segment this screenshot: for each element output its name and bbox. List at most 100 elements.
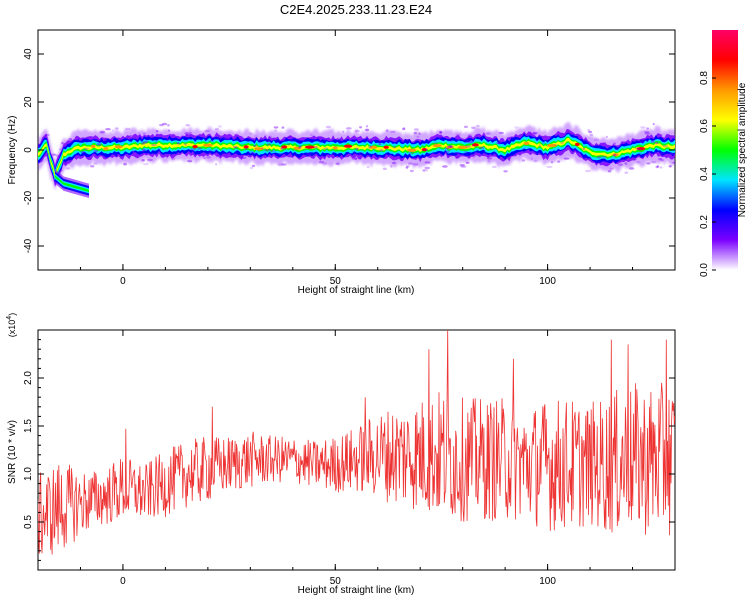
spectrogram-speckle (425, 148, 428, 151)
spectrogram-speckle (202, 156, 207, 160)
spectrogram-speckle (408, 151, 414, 155)
spectrogram-speckle (467, 140, 474, 144)
colorbar-ticks: 0.0 0.2 0.4 0.6 0.8 (699, 71, 716, 277)
spectrogram-speckle (654, 141, 659, 145)
spectrogram-speckle (141, 142, 146, 145)
spectrogram-speckle (538, 144, 542, 147)
spectrogram-speckle (176, 142, 180, 145)
spectrogram-speckle (155, 130, 159, 133)
spectrogram-speckle (365, 128, 370, 132)
spectrogram-speckle (487, 159, 491, 163)
spectrogram-speckle (51, 153, 57, 156)
spectrogram-speckle (460, 165, 467, 168)
spectrogram-speckle (669, 152, 675, 156)
spectrogram-speckle (168, 129, 171, 132)
spectrogram-speckle (471, 155, 476, 158)
spectrogram-speckle (424, 161, 431, 164)
spectrogram-hotspot (472, 143, 479, 147)
spectrogram-speckle (546, 165, 553, 169)
spectrogram-speckle (521, 159, 526, 162)
spectrogram-band (38, 137, 675, 178)
spectrogram-speckle (354, 157, 358, 160)
spectrogram-speckle (167, 124, 170, 127)
spectrogram-speckle (240, 156, 244, 159)
spectrogram-speckle (659, 151, 665, 155)
snr-x-tick-label: 50 (330, 576, 342, 587)
spectrogram-speckle (99, 131, 105, 134)
spectrogram-speckle (392, 161, 396, 165)
spectrogram-speckle (161, 122, 168, 126)
spectrogram-speckle (514, 126, 519, 129)
spectrogram-speckle (413, 131, 417, 135)
spectrogram-speckle (639, 140, 645, 143)
spectrogram-speckle (77, 137, 81, 140)
spectrogram-speckle (281, 163, 287, 166)
spectrogram-speckle (624, 171, 629, 174)
spectrogram-speckle (636, 160, 641, 164)
spectrogram-speckle (660, 154, 667, 157)
spectrogram-speckle (449, 145, 453, 148)
spectrogram-speckle (471, 126, 476, 129)
spectrogram-speckle (465, 145, 472, 148)
spectrogram-speckle (560, 141, 564, 145)
spectrogram-speckle (474, 136, 478, 140)
spectrogram-hotspot (192, 145, 198, 149)
spectrogram-speckle (123, 163, 127, 166)
spectrogram-speckle (617, 163, 624, 166)
spectrogram-speckle (214, 137, 220, 140)
spectrogram-speckle (249, 166, 254, 170)
spectrogram-speckle (624, 162, 628, 165)
spectrogram-speckle (287, 143, 290, 146)
spectrogram-speckle (219, 154, 226, 157)
spectrogram-speckle (114, 153, 119, 157)
spectrogram-speckle (613, 154, 617, 157)
snr-y-tick-label: 1.5 (23, 419, 34, 433)
spectrogram-speckle (280, 147, 284, 150)
spectrogram-x-tick-label: 50 (330, 276, 342, 287)
spectrogram-speckle (472, 144, 475, 147)
spectrogram-speckle (654, 151, 657, 155)
spectrogram-speckle (342, 130, 345, 133)
spectrogram-speckle (455, 133, 461, 136)
colorbar: 0.0 0.2 0.4 0.6 0.8 Normalized spectral ampl… (699, 30, 748, 277)
spectrogram-speckle (406, 165, 410, 168)
spectrogram-speckle (337, 137, 342, 140)
spectrogram-speckle (557, 160, 561, 163)
spectrogram-speckle (357, 152, 364, 155)
spectrogram-speckle (644, 130, 650, 133)
spectrogram-speckle (640, 126, 646, 129)
spectrogram-speckle (652, 122, 655, 126)
spectrogram-speckle (155, 140, 158, 144)
spectrogram-speckle (390, 165, 393, 168)
spectrogram-speckle (369, 139, 373, 142)
spectrogram-hotspot (546, 143, 557, 148)
spectrogram-speckle (459, 164, 465, 167)
spectrogram-speckle (366, 138, 371, 141)
spectrogram-speckle (636, 148, 643, 151)
spectrogram-speckle (449, 139, 454, 143)
spectrogram-speckle (335, 162, 340, 165)
spectrogram-speckle (634, 147, 640, 150)
spectrogram-speckle (305, 153, 312, 156)
spectrogram-speckle (143, 140, 149, 143)
spectrogram-speckle (651, 140, 655, 143)
spectrogram-speckle (345, 127, 352, 130)
spectrogram-image (38, 121, 675, 198)
colorbar-gradient (712, 30, 738, 270)
spectrogram-speckle (132, 150, 135, 153)
spectrogram-speckle (502, 158, 507, 161)
spectrogram-speckle (245, 147, 248, 150)
snr-y-tick-label: 0.5 (23, 515, 34, 529)
snr-x-axis-label: Height of straight line (km) (298, 585, 415, 596)
spectrogram-speckle (266, 143, 272, 146)
spectrogram-speckle (465, 161, 470, 164)
snr-plot-area (38, 330, 675, 555)
spectrogram-speckle (374, 157, 377, 160)
spectrogram-speckle (90, 165, 95, 168)
spectrogram-speckle (385, 129, 389, 132)
spectrogram-speckle (494, 153, 497, 156)
spectrogram-speckle (476, 124, 480, 128)
spectrogram-speckle (433, 141, 438, 145)
spectrogram-speckle (439, 131, 442, 135)
